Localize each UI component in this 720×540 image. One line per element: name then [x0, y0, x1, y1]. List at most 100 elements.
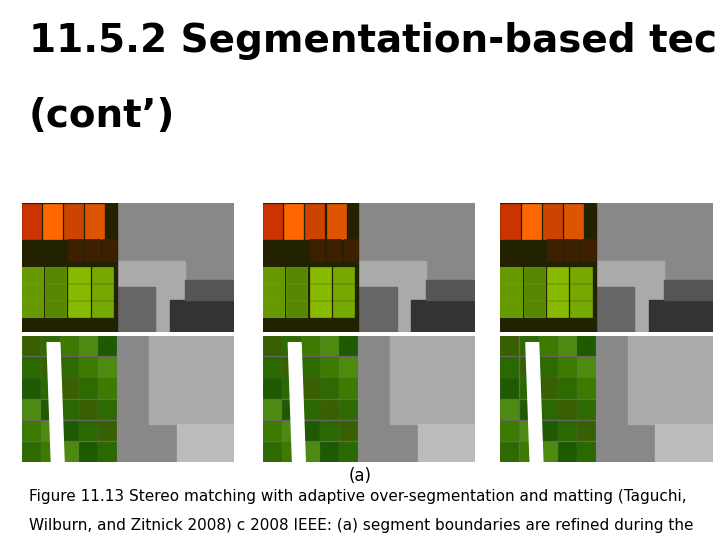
Bar — [43, 204, 62, 239]
Bar — [577, 442, 595, 462]
Bar — [418, 424, 475, 462]
Polygon shape — [47, 343, 64, 462]
Bar — [91, 267, 113, 283]
Bar — [282, 357, 300, 376]
Bar — [596, 202, 713, 332]
Bar — [320, 357, 338, 376]
Bar — [547, 301, 568, 316]
Bar — [558, 379, 576, 398]
Bar — [41, 421, 59, 441]
Bar — [547, 284, 568, 300]
Bar — [98, 442, 116, 462]
Bar — [310, 239, 325, 249]
Bar — [263, 202, 359, 332]
Bar — [339, 442, 357, 462]
Bar — [263, 421, 281, 441]
Bar — [655, 424, 713, 462]
Bar — [45, 267, 66, 283]
Bar — [301, 421, 319, 441]
Bar — [60, 357, 78, 376]
Bar — [68, 267, 89, 283]
Bar — [263, 336, 281, 355]
Bar — [22, 301, 43, 316]
Bar — [359, 287, 397, 332]
Bar — [263, 267, 284, 283]
Bar — [22, 301, 43, 316]
Bar — [558, 357, 576, 376]
Bar — [282, 379, 300, 398]
Bar — [263, 400, 281, 419]
Bar — [45, 301, 66, 316]
Bar — [320, 400, 338, 419]
Bar — [68, 301, 89, 316]
Bar — [523, 284, 545, 300]
Bar — [500, 421, 518, 441]
Bar — [68, 284, 89, 300]
Bar — [500, 267, 521, 283]
Bar — [263, 204, 282, 239]
Bar — [581, 251, 596, 261]
Bar — [327, 204, 346, 239]
Bar — [320, 421, 338, 441]
Bar — [500, 301, 521, 316]
Bar — [628, 336, 713, 424]
Bar — [359, 336, 475, 462]
Bar — [596, 261, 664, 332]
Bar — [558, 336, 576, 355]
Bar — [85, 239, 100, 249]
Bar — [539, 379, 557, 398]
Bar — [86, 204, 104, 239]
Bar — [596, 287, 634, 332]
Bar — [539, 400, 557, 419]
Bar — [41, 357, 59, 376]
Bar — [543, 204, 562, 239]
Bar — [68, 251, 84, 261]
Bar — [60, 421, 78, 441]
Bar — [558, 442, 576, 462]
Bar — [117, 202, 234, 332]
Bar — [596, 336, 713, 462]
Bar — [60, 336, 78, 355]
Polygon shape — [288, 343, 305, 462]
Bar — [301, 379, 319, 398]
Bar — [539, 336, 557, 355]
Bar — [102, 239, 117, 249]
Bar — [305, 204, 325, 239]
Text: Wilburn, and Zitnick 2008) c 2008 IEEE: (a) segment boundaries are refined durin: Wilburn, and Zitnick 2008) c 2008 IEEE: … — [29, 518, 693, 534]
Bar — [520, 357, 538, 376]
Bar — [310, 267, 330, 283]
Bar — [22, 267, 43, 283]
Bar — [570, 301, 592, 316]
Bar — [500, 379, 518, 398]
Bar — [500, 284, 521, 300]
Bar — [149, 336, 234, 424]
Bar — [570, 267, 592, 283]
Bar — [22, 421, 40, 441]
Bar — [117, 261, 185, 332]
Bar — [520, 442, 538, 462]
Bar — [390, 336, 475, 424]
Bar — [79, 379, 97, 398]
Bar — [98, 357, 116, 376]
Bar — [79, 421, 97, 441]
Bar — [98, 421, 116, 441]
Bar — [577, 421, 595, 441]
Polygon shape — [526, 343, 543, 462]
Bar — [500, 204, 520, 239]
Bar — [282, 400, 300, 419]
Bar — [41, 442, 59, 462]
Bar — [649, 300, 713, 332]
Text: (a): (a) — [348, 467, 372, 485]
Bar — [539, 357, 557, 376]
Bar — [185, 280, 234, 300]
Bar — [339, 400, 357, 419]
Bar — [85, 251, 100, 261]
Bar — [523, 267, 545, 283]
Bar — [263, 301, 284, 316]
Bar — [22, 400, 40, 419]
Bar — [327, 239, 341, 249]
Bar — [343, 239, 359, 249]
Bar — [523, 267, 545, 283]
Bar — [520, 336, 538, 355]
Bar — [41, 336, 59, 355]
